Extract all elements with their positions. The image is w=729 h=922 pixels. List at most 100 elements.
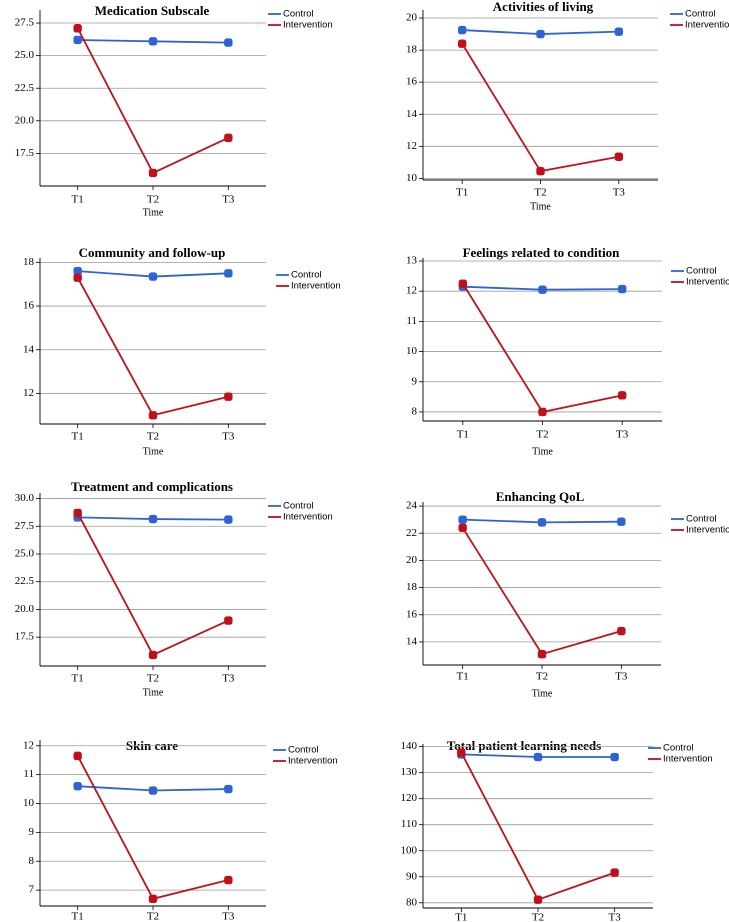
y-tick-label: 27.5 xyxy=(15,17,35,29)
y-tick-label: 140 xyxy=(401,740,418,752)
x-tick-label: T3 xyxy=(222,911,235,922)
data-point-control xyxy=(148,514,158,524)
y-tick-label: 25.0 xyxy=(15,548,35,560)
y-tick-label: 100 xyxy=(401,844,418,856)
legend-label-control: Control xyxy=(685,9,716,20)
y-tick-label: 22 xyxy=(406,527,417,539)
y-tick-label: 27.5 xyxy=(15,520,35,532)
legend-label-intervention: Intervention xyxy=(283,20,333,31)
x-tick-label: T2 xyxy=(534,187,546,199)
legend-label-control: Control xyxy=(686,266,717,277)
data-point-intervention xyxy=(614,152,624,161)
data-point-intervention xyxy=(148,894,158,903)
x-tick-label: T1 xyxy=(72,194,84,206)
x-tick-label: T2 xyxy=(147,431,159,443)
y-tick-label: 17.5 xyxy=(15,631,35,643)
y-tick-label: 22.5 xyxy=(15,82,35,94)
chart-title: Feelings related to condition xyxy=(463,245,621,260)
data-point-control xyxy=(458,515,467,524)
legend-label-control: Control xyxy=(283,501,314,512)
x-tick-label: T1 xyxy=(72,431,84,443)
legend-label-intervention: Intervention xyxy=(283,512,333,523)
y-tick-label: 17.5 xyxy=(15,147,35,159)
chart-panel-medication-subscale: Medication Subscale 17.5 20.0 22.5 25.0 27.5 T… xyxy=(15,3,333,218)
legend-label-intervention: Intervention xyxy=(663,754,713,765)
x-tick-label: T1 xyxy=(457,429,469,441)
data-point-control xyxy=(614,27,624,36)
y-tick-label: 10 xyxy=(406,172,418,184)
data-point-intervention xyxy=(73,273,82,282)
data-point-intervention xyxy=(617,391,627,400)
x-tick-label: T2 xyxy=(536,429,548,441)
data-point-control xyxy=(73,781,82,791)
y-tick-label: 20 xyxy=(406,12,418,24)
series-line-intervention xyxy=(76,512,229,657)
data-point-control xyxy=(224,515,233,524)
data-point-intervention xyxy=(148,411,158,420)
chart-title: Activities of living xyxy=(493,0,594,14)
y-tick-label: 120 xyxy=(401,792,418,804)
x-tick-label: T2 xyxy=(147,194,159,206)
legend-label-intervention: Intervention xyxy=(291,281,341,292)
x-tick-label: T3 xyxy=(222,194,235,206)
chart-title: Total patient learning needs xyxy=(447,738,601,753)
data-point-intervention xyxy=(617,626,626,636)
series-line-intervention xyxy=(462,283,623,413)
y-tick-label: 18 xyxy=(406,44,418,56)
series-line-intervention xyxy=(460,752,615,901)
y-tick-label: 12 xyxy=(23,739,34,751)
x-tick-label: T1 xyxy=(72,911,84,922)
x-tick-label: T2 xyxy=(536,671,548,683)
data-point-control xyxy=(610,752,619,762)
data-point-control xyxy=(617,284,627,294)
legend-label-control: Control xyxy=(663,743,694,754)
data-point-control xyxy=(533,752,543,762)
x-tick-label: T1 xyxy=(72,673,84,685)
data-point-intervention xyxy=(148,650,158,660)
y-tick-label: 16 xyxy=(406,76,418,88)
data-point-intervention xyxy=(73,24,82,33)
data-point-intervention xyxy=(538,407,547,417)
y-tick-label: 90 xyxy=(406,870,418,882)
y-tick-label: 18 xyxy=(406,581,418,593)
legend-label-control: Control xyxy=(283,9,314,20)
x-tick-label: T3 xyxy=(613,187,626,199)
data-point-intervention xyxy=(457,748,466,757)
y-tick-label: 130 xyxy=(401,766,418,778)
y-tick-label: 24 xyxy=(406,500,418,512)
data-point-control xyxy=(73,266,82,276)
chart-panel-treatment-and-complications: Treatment and complications 17.5 20.0 22.5 2… xyxy=(15,479,333,698)
y-tick-label: 9 xyxy=(29,826,35,838)
chart-panel-enhancing-qol: Enhancing QoL 14 16 18 20 22 24 T1 T2 T3 Time Contr… xyxy=(406,489,729,699)
data-point-control xyxy=(224,269,233,278)
data-point-control xyxy=(73,35,82,45)
legend-label-intervention: Intervention xyxy=(686,277,729,288)
y-tick-label: 10 xyxy=(23,797,35,809)
y-tick-label: 25.0 xyxy=(15,49,35,61)
legend-label-control: Control xyxy=(291,270,322,281)
y-tick-label: 9 xyxy=(412,375,418,387)
series-line-intervention xyxy=(76,27,229,175)
data-point-control xyxy=(148,786,158,795)
data-point-intervention xyxy=(224,875,233,885)
chart-title: Enhancing QoL xyxy=(496,489,585,504)
x-tick-label: T2 xyxy=(532,912,544,922)
y-tick-label: 22.5 xyxy=(15,575,35,587)
x-axis-label: Time xyxy=(532,688,553,699)
x-tick-label: T3 xyxy=(222,431,235,443)
x-tick-label: T3 xyxy=(222,673,235,685)
x-axis-label: Time xyxy=(532,446,553,457)
y-tick-label: 14 xyxy=(406,635,418,647)
legend-label-intervention: Intervention xyxy=(288,756,338,767)
x-axis-label: Time xyxy=(530,201,551,212)
x-tick-label: T3 xyxy=(616,429,629,441)
y-tick-label: 14 xyxy=(406,108,418,120)
series-line-intervention xyxy=(76,755,229,900)
y-tick-label: 16 xyxy=(406,608,418,620)
data-point-control xyxy=(457,25,467,35)
data-point-control xyxy=(538,285,547,294)
y-tick-label: 11 xyxy=(406,315,417,327)
chart-panel-activities-of-living: Activities of living 10 12 14 16 18 20 T1 T2 T3 Ti… xyxy=(406,0,729,212)
y-tick-label: 110 xyxy=(401,818,418,830)
y-tick-label: 80 xyxy=(406,896,418,908)
